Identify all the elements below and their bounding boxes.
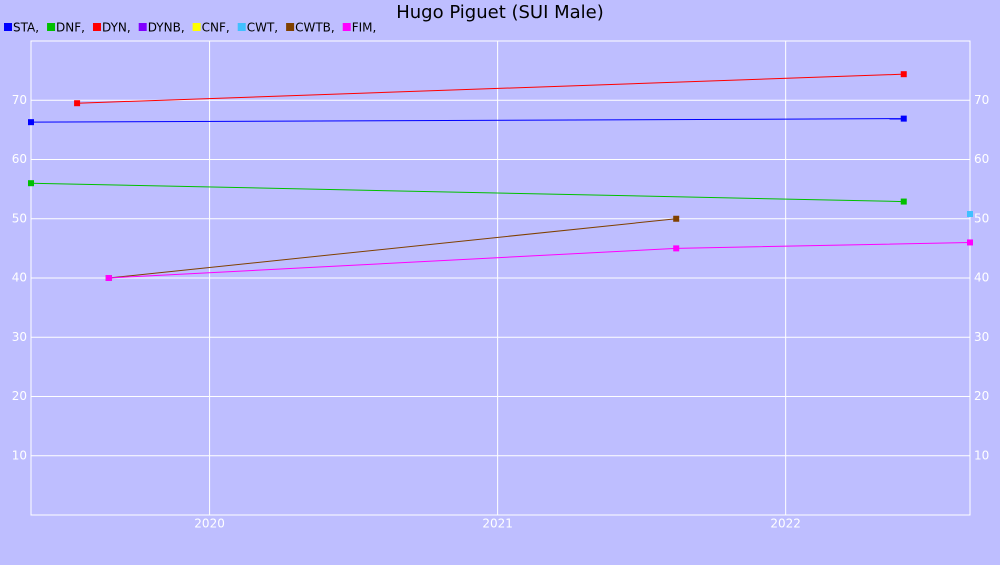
legend-label: CWTB,: [295, 21, 335, 35]
point: [900, 71, 907, 78]
legend-swatch: [138, 23, 147, 31]
y2-tick-label: 60: [974, 152, 989, 166]
x-tick-label: 2022: [770, 517, 801, 531]
series-line: [30, 118, 904, 123]
point: [74, 100, 81, 107]
y2-tick-label: 70: [974, 93, 989, 107]
series-line: [77, 73, 904, 104]
y-tick-label: 50: [12, 211, 27, 225]
point: [673, 245, 680, 252]
x-tick-label: 2020: [194, 517, 225, 531]
y-tick-label: 40: [12, 271, 27, 285]
legend-swatch: [237, 23, 246, 31]
series-line: [108, 218, 677, 279]
legend-label: DYNB,: [148, 21, 185, 35]
y-tick-label: 20: [12, 389, 27, 403]
point: [900, 198, 907, 205]
legend-label: CWT,: [247, 21, 278, 35]
y2-tick-label: 50: [974, 211, 989, 225]
point: [105, 275, 112, 281]
legend-label: CNF,: [202, 21, 230, 35]
point: [900, 115, 907, 122]
y2-tick-label: 20: [974, 389, 989, 403]
legend-swatch: [342, 23, 351, 31]
legend-label: DYN,: [102, 21, 131, 35]
y-tick-label: 60: [12, 152, 27, 166]
y2-tick-label: 30: [974, 330, 989, 344]
y2-tick-label: 40: [974, 271, 989, 285]
point: [673, 215, 680, 222]
y-tick-label: 30: [12, 330, 27, 344]
legend-swatch: [92, 23, 101, 31]
x-tick-label: 2021: [482, 517, 513, 531]
point: [28, 119, 34, 126]
chart-title: Hugo Piguet (SUI Male): [396, 2, 604, 23]
series-line: [30, 182, 904, 203]
legend-label: DNF,: [56, 21, 85, 35]
legend-swatch: [47, 23, 56, 31]
legend-swatch: [4, 23, 12, 31]
legend-label: STA,: [13, 21, 39, 35]
y2-tick-label: 10: [974, 448, 989, 462]
legend-swatch: [192, 23, 201, 31]
point: [28, 180, 34, 187]
y-tick-label: 70: [12, 93, 27, 107]
legend-label: FIM,: [352, 21, 377, 35]
legend-swatch: [286, 23, 295, 31]
y-tick-label: 10: [12, 448, 27, 462]
point: [967, 211, 973, 218]
point: [967, 239, 973, 246]
